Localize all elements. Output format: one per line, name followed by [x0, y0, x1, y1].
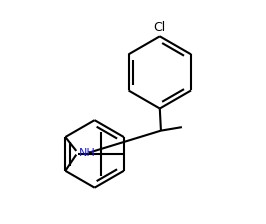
Text: Cl: Cl	[154, 21, 166, 34]
Text: NH: NH	[79, 148, 96, 158]
